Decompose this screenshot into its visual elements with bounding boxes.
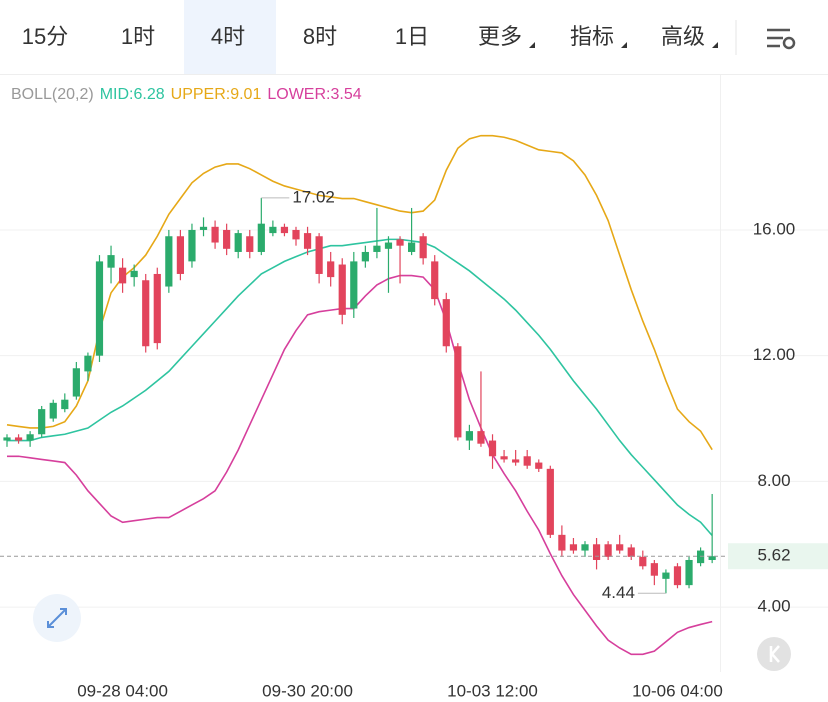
candle-body <box>396 239 404 246</box>
candle-body <box>338 264 346 315</box>
last-price-bg <box>728 543 828 570</box>
tab[interactable]: 1日 <box>395 24 429 49</box>
candle-body <box>3 437 11 441</box>
candle-body <box>26 434 34 441</box>
x-tick-label: 10-03 12:00 <box>447 681 538 700</box>
candle-body <box>211 226 219 243</box>
legend-item: MID:6.28 <box>100 86 165 103</box>
candle-body <box>327 261 335 278</box>
candle-body <box>408 242 416 252</box>
band-line <box>7 238 713 537</box>
candle-body <box>708 556 716 560</box>
candle-body <box>477 431 485 444</box>
candle-body <box>14 437 23 441</box>
candle-body <box>142 280 150 347</box>
candle-body <box>697 550 705 564</box>
candle-body <box>303 233 312 249</box>
candle-body <box>165 236 173 287</box>
y-tick-label: 8.00 <box>757 471 790 490</box>
candle-body <box>49 402 57 419</box>
dropdown-arrow <box>529 42 535 48</box>
candle-body <box>361 251 369 262</box>
dropdown-arrow <box>712 42 718 48</box>
candle-body <box>188 229 196 262</box>
candle-body <box>419 236 427 259</box>
candle-body <box>569 544 578 551</box>
candle-body <box>627 547 635 557</box>
candle-body <box>61 399 69 410</box>
tab[interactable]: 指标 <box>570 24 614 49</box>
candle-body <box>84 355 92 372</box>
candle-body <box>315 236 323 274</box>
candle-body <box>350 261 358 309</box>
candle-body <box>558 534 566 551</box>
tab[interactable]: 高级 <box>661 24 705 49</box>
high-label: 17.02 <box>292 187 335 206</box>
candle-body <box>650 563 658 576</box>
k-button[interactable] <box>757 637 791 671</box>
candle-body <box>685 559 693 586</box>
band-line <box>7 274 713 656</box>
candle-body <box>176 236 184 274</box>
tab-active-bg <box>184 0 276 74</box>
candle-body <box>673 566 682 586</box>
candle-body <box>465 431 473 441</box>
candle-body <box>119 267 127 284</box>
candle-body <box>523 456 531 466</box>
candle-body <box>546 468 554 535</box>
x-tick-label: 10-06 04:00 <box>632 681 723 700</box>
candle-body <box>292 229 300 240</box>
tab[interactable]: 1时 <box>121 24 155 49</box>
candle-body <box>616 544 624 551</box>
legend-item: UPPER:9.01 <box>171 86 262 103</box>
settings-icon[interactable] <box>767 28 796 50</box>
candle-body <box>454 346 462 438</box>
candle-body <box>592 544 601 560</box>
x-tick-label: 09-30 20:00 <box>262 681 353 700</box>
candle-body <box>223 229 231 249</box>
candle-body <box>662 572 670 579</box>
candle-body <box>373 245 381 252</box>
candle-body <box>38 409 46 435</box>
tab[interactable]: 8时 <box>303 24 337 49</box>
candle-body <box>581 544 589 551</box>
candle-body <box>431 261 439 300</box>
candle-body <box>107 255 115 268</box>
candle-body <box>246 236 254 252</box>
candle-body <box>269 226 277 234</box>
indicator-legend: BOLL(20,2) MID:6.28 UPPER:9.01 LOWER:3.54 <box>11 86 362 103</box>
candle-body <box>280 226 289 234</box>
candle-body <box>604 544 612 557</box>
low-label: 4.44 <box>602 583 635 602</box>
legend-item: BOLL(20,2) <box>11 86 94 103</box>
candle-body <box>199 226 208 230</box>
expand-button[interactable] <box>33 594 81 642</box>
dropdown-arrow <box>621 42 627 48</box>
tab[interactable]: 15分 <box>22 24 68 49</box>
candle-body <box>95 261 104 356</box>
legend-item: LOWER:3.54 <box>267 86 361 103</box>
candle-body <box>442 299 450 347</box>
y-tick-label: 16.00 <box>753 219 796 238</box>
last-price-label: 5.62 <box>757 546 790 565</box>
candle-body <box>257 223 265 252</box>
candle-body <box>535 462 543 469</box>
candle-body <box>488 440 497 457</box>
candle-body <box>639 556 647 567</box>
candle-body <box>234 233 242 252</box>
candle-body <box>72 368 80 397</box>
candle-body <box>384 242 393 249</box>
tab[interactable]: 更多 <box>478 24 522 49</box>
tab[interactable]: 4时 <box>211 24 245 49</box>
candle-body <box>512 459 520 463</box>
y-tick-label: 4.00 <box>757 597 790 616</box>
candle-body <box>130 270 138 278</box>
x-tick-label: 09-28 04:00 <box>77 681 168 700</box>
y-tick-label: 12.00 <box>753 345 796 364</box>
candle-body <box>153 273 161 344</box>
candle-body <box>500 456 508 460</box>
